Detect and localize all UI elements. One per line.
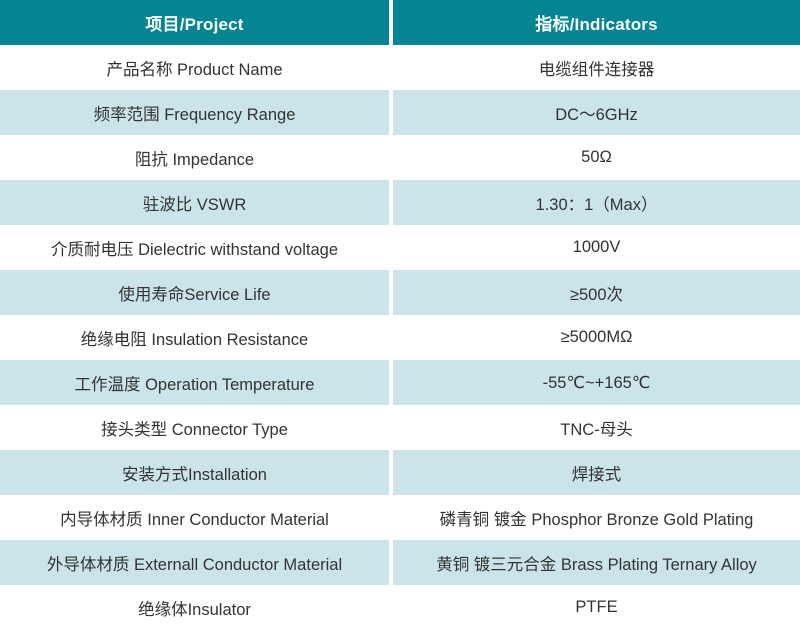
indicator-cell: 50Ω bbox=[393, 135, 800, 180]
project-cell: 绝缘体Insulator bbox=[0, 585, 389, 630]
column-divider bbox=[389, 180, 393, 225]
table-row: 使用寿命Service Life ≥500次 bbox=[0, 270, 800, 315]
table-row: 外导体材质 Externall Conductor Material 黄铜 镀三… bbox=[0, 540, 800, 585]
project-cell: 安装方式Installation bbox=[0, 450, 389, 495]
column-divider bbox=[389, 45, 393, 90]
column-divider bbox=[389, 495, 393, 540]
indicator-cell: 焊接式 bbox=[393, 450, 800, 495]
project-cell: 阻抗 Impedance bbox=[0, 135, 389, 180]
header-project-cell: 项目/Project bbox=[0, 0, 389, 45]
column-divider bbox=[389, 0, 393, 45]
table-row: 工作温度 Operation Temperature -55℃~+165℃ bbox=[0, 360, 800, 405]
table-row: 内导体材质 Inner Conductor Material 磷青铜 镀金 Ph… bbox=[0, 495, 800, 540]
indicator-cell: 1000V bbox=[393, 225, 800, 270]
indicator-cell: ≥5000MΩ bbox=[393, 315, 800, 360]
project-cell: 接头类型 Connector Type bbox=[0, 405, 389, 450]
table-row: 介质耐电压 Dielectric withstand voltage 1000V bbox=[0, 225, 800, 270]
column-divider bbox=[389, 405, 393, 450]
table-row: 安装方式Installation 焊接式 bbox=[0, 450, 800, 495]
table-row: 频率范围 Frequency Range DC～6GHz bbox=[0, 90, 800, 135]
project-cell: 频率范围 Frequency Range bbox=[0, 90, 389, 135]
column-divider bbox=[389, 540, 393, 585]
project-cell: 外导体材质 Externall Conductor Material bbox=[0, 540, 389, 585]
indicator-cell: 黄铜 镀三元合金 Brass Plating Ternary Alloy bbox=[393, 540, 800, 585]
indicator-cell: 电缆组件连接器 bbox=[393, 45, 800, 90]
project-cell: 内导体材质 Inner Conductor Material bbox=[0, 495, 389, 540]
column-divider bbox=[389, 450, 393, 495]
indicator-cell: ≥500次 bbox=[393, 270, 800, 315]
column-divider bbox=[389, 90, 393, 135]
indicator-cell: TNC-母头 bbox=[393, 405, 800, 450]
table-header-row: 项目/Project 指标/Indicators bbox=[0, 0, 800, 45]
table-row: 绝缘体Insulator PTFE bbox=[0, 585, 800, 630]
project-cell: 工作温度 Operation Temperature bbox=[0, 360, 389, 405]
project-cell: 绝缘电阻 Insulation Resistance bbox=[0, 315, 389, 360]
table-row: 产品名称 Product Name 电缆组件连接器 bbox=[0, 45, 800, 90]
table-row: 接头类型 Connector Type TNC-母头 bbox=[0, 405, 800, 450]
indicator-cell: PTFE bbox=[393, 585, 800, 630]
column-divider bbox=[389, 315, 393, 360]
column-divider bbox=[389, 135, 393, 180]
indicator-cell: DC～6GHz bbox=[393, 90, 800, 135]
header-indicators-cell: 指标/Indicators bbox=[393, 0, 800, 45]
project-cell: 介质耐电压 Dielectric withstand voltage bbox=[0, 225, 389, 270]
table-row: 驻波比 VSWR 1.30：1（Max） bbox=[0, 180, 800, 225]
column-divider bbox=[389, 270, 393, 315]
indicator-cell: 磷青铜 镀金 Phosphor Bronze Gold Plating bbox=[393, 495, 800, 540]
column-divider bbox=[389, 585, 393, 630]
table-row: 阻抗 Impedance 50Ω bbox=[0, 135, 800, 180]
column-divider bbox=[389, 225, 393, 270]
indicator-cell: 1.30：1（Max） bbox=[393, 180, 800, 225]
column-divider bbox=[389, 360, 393, 405]
indicator-cell: -55℃~+165℃ bbox=[393, 360, 800, 405]
project-cell: 产品名称 Product Name bbox=[0, 45, 389, 90]
project-cell: 驻波比 VSWR bbox=[0, 180, 389, 225]
table-row: 绝缘电阻 Insulation Resistance ≥5000MΩ bbox=[0, 315, 800, 360]
project-cell: 使用寿命Service Life bbox=[0, 270, 389, 315]
